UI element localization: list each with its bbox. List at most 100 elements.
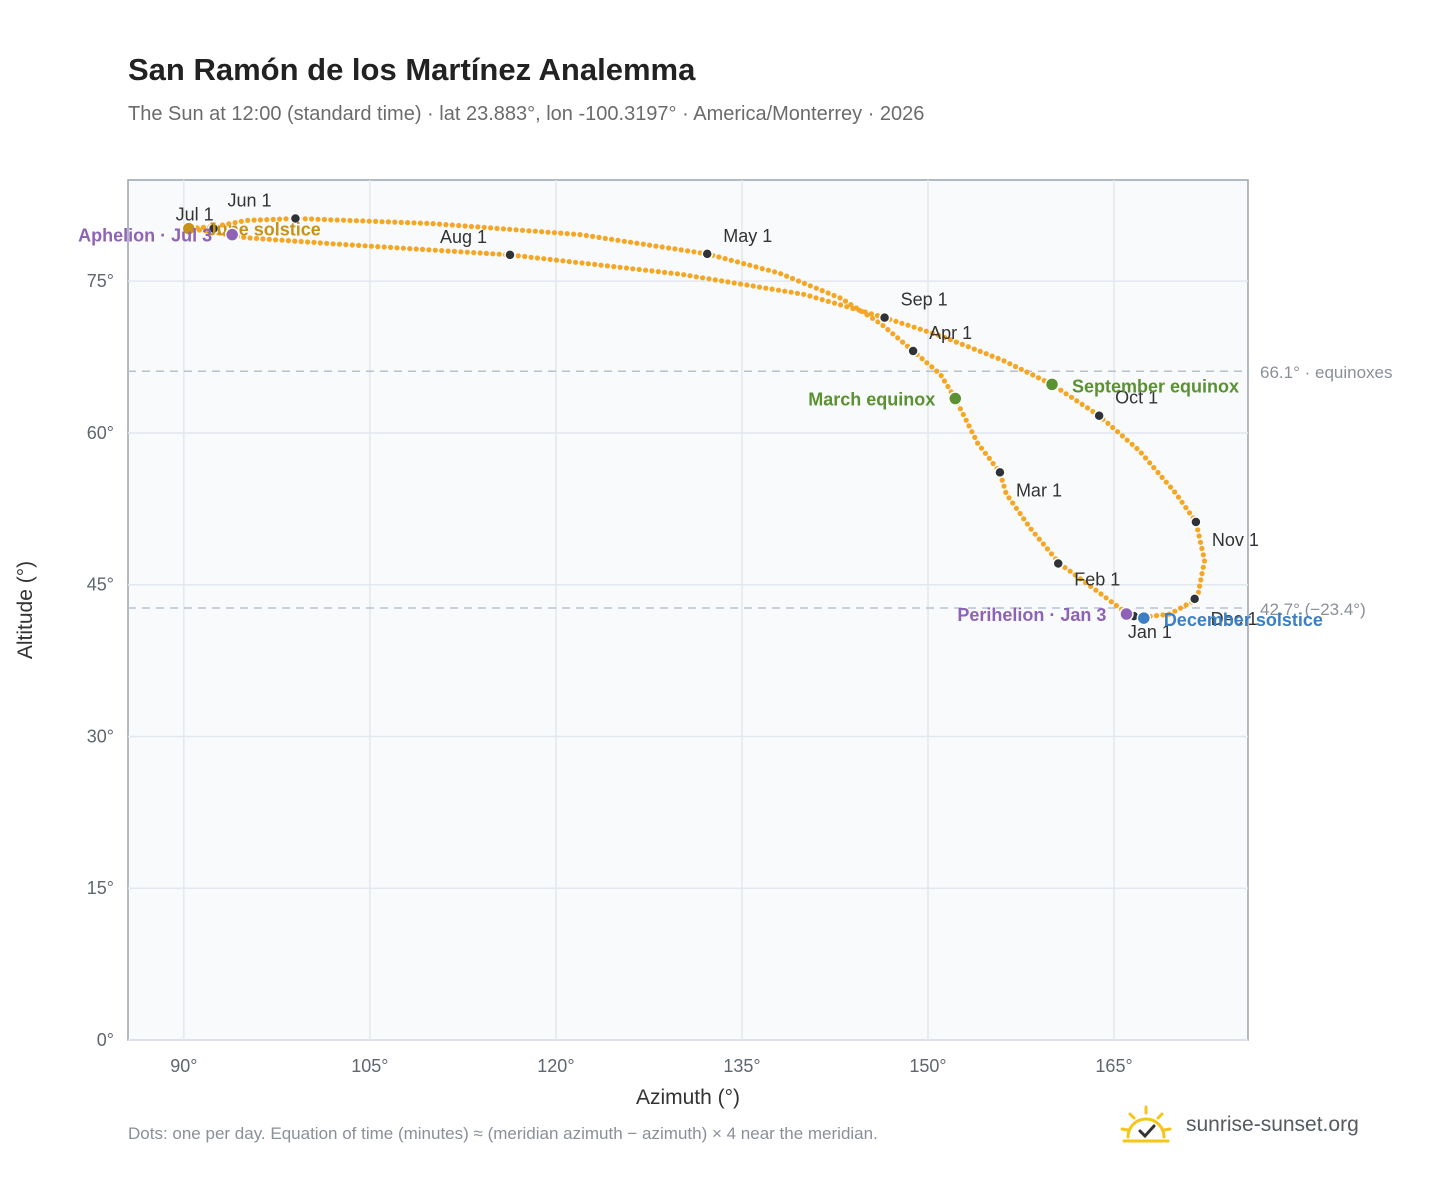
y-axis-title: Altitude (°) [14, 561, 37, 659]
daily-sun-dot [1197, 583, 1203, 589]
daily-sun-dot [693, 274, 699, 280]
daily-sun-dot [302, 216, 308, 222]
daily-sun-dot [636, 266, 642, 273]
event-label: Perihelion · Jan 3 [957, 605, 1106, 625]
daily-sun-dot [848, 302, 854, 308]
daily-sun-dot [481, 224, 487, 230]
daily-sun-dot [919, 356, 925, 362]
month-marker-label: Apr 1 [929, 323, 972, 343]
daily-sun-dot [662, 269, 668, 275]
daily-sun-dot [1077, 576, 1083, 582]
daily-sun-dot [490, 251, 496, 257]
daily-sun-dot [801, 291, 807, 297]
daily-sun-dot [895, 335, 901, 341]
daily-sun-dot [772, 269, 778, 275]
daily-sun-dot [317, 240, 323, 246]
daily-sun-dot [362, 243, 368, 249]
daily-sun-dot [279, 237, 285, 243]
daily-sun-dot [674, 271, 681, 277]
daily-sun-dot [451, 248, 458, 254]
daily-sun-dot [963, 417, 969, 423]
month-marker-label: Jun 1 [227, 190, 271, 210]
daily-sun-dot [315, 216, 321, 222]
daily-sun-dot [1179, 499, 1185, 505]
daily-sun-dot [623, 265, 630, 271]
daily-sun-dot [1024, 521, 1030, 527]
x-axis-title: Azimuth (°) [636, 1086, 740, 1109]
daily-sun-dot [634, 240, 640, 246]
daily-sun-dot [285, 238, 291, 244]
daily-sun-dot [426, 247, 432, 253]
daily-sun-dot [456, 222, 462, 229]
brand[interactable]: sunrise-sunset.org [1120, 1100, 1359, 1150]
daily-sun-dot [270, 216, 276, 222]
daily-sun-dot [266, 236, 272, 242]
daily-sun-dot [1163, 479, 1169, 485]
daily-sun-dot [687, 273, 693, 279]
daily-sun-dot [756, 284, 763, 290]
daily-sun-dot [407, 246, 413, 252]
daily-sun-dot [273, 237, 279, 243]
daily-sun-dot [464, 249, 470, 255]
daily-sun-dot [436, 221, 443, 227]
daily-sun-dot [917, 326, 923, 332]
month-marker-label: Nov 1 [1212, 530, 1259, 550]
daily-sun-dot [1195, 527, 1201, 533]
daily-sun-dot [795, 278, 802, 284]
daily-sun-dot [1083, 580, 1089, 586]
daily-sun-dot [722, 256, 728, 262]
y-tick-label: 45° [87, 575, 114, 595]
daily-sun-dot [400, 245, 406, 251]
reference-line-label: 42.7° (−23.4°) [1260, 600, 1366, 619]
y-tick-label: 0° [97, 1030, 114, 1050]
daily-sun-dot [1186, 510, 1193, 516]
daily-sun-dot [734, 259, 741, 265]
daily-sun-dot [929, 364, 935, 370]
daily-sun-dot [874, 313, 881, 319]
daily-sun-dot [1103, 595, 1109, 601]
daily-sun-dot [1177, 605, 1184, 611]
daily-sun-dot [819, 288, 825, 294]
daily-sun-dot [611, 264, 617, 270]
daily-sun-dot [844, 304, 850, 310]
daily-sun-dot [424, 220, 430, 226]
daily-sun-dot [801, 280, 808, 286]
daily-sun-dot [336, 241, 343, 247]
daily-sun-dot [1044, 546, 1050, 552]
daily-sun-dot [298, 238, 304, 245]
daily-sun-dot [579, 260, 585, 266]
daily-sun-dot [659, 244, 665, 250]
daily-sun-dot [643, 267, 649, 273]
daily-sun-dot [725, 279, 731, 285]
daily-sun-dot [522, 253, 528, 260]
daily-sun-dot [1129, 441, 1135, 447]
month-marker-label: Mar 1 [1016, 480, 1062, 500]
daily-sun-dot [551, 230, 558, 236]
daily-sun-dot [1093, 587, 1099, 593]
daily-sun-dot [443, 222, 449, 228]
daily-sun-dot [1024, 369, 1030, 375]
month-marker-label: Jul 1 [176, 205, 214, 225]
month-marker [994, 466, 1006, 479]
daily-sun-dot [890, 331, 896, 337]
daily-sun-dot [941, 378, 948, 384]
daily-sun-dot [666, 245, 672, 251]
daily-sun-dot [923, 328, 929, 334]
y-tick-label: 30° [87, 726, 114, 746]
daily-sun-dot [1063, 391, 1069, 397]
daily-sun-dot [321, 216, 327, 223]
daily-sun-dot [941, 334, 948, 340]
daily-sun-dot [628, 239, 634, 245]
daily-sun-dot [621, 238, 627, 244]
daily-sun-dot [394, 245, 400, 251]
daily-sun-dot [630, 266, 636, 272]
analemma-series [188, 216, 1208, 620]
daily-sun-dot [807, 283, 813, 289]
x-tick-label: 165° [1095, 1056, 1132, 1076]
daily-sun-dot [1175, 494, 1182, 500]
daily-sun-dot [560, 258, 566, 264]
daily-sun-dot [691, 249, 697, 255]
daily-sun-dot [379, 219, 385, 225]
sun-logo-icon [1120, 1105, 1172, 1143]
event-label: December solstice [1164, 610, 1323, 630]
